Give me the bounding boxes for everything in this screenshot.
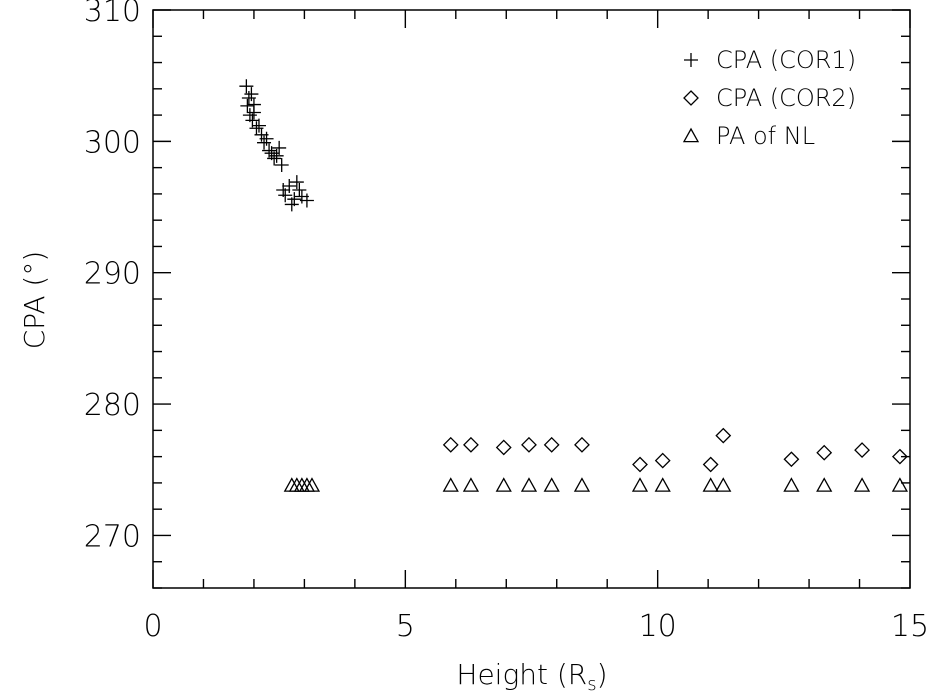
triangle-point	[442, 477, 459, 492]
y-tick-label: 310	[84, 0, 141, 29]
diamond-point	[574, 436, 590, 453]
triangle-point	[654, 477, 671, 492]
plus-point	[269, 148, 284, 163]
x-tick-label: 5	[396, 609, 415, 644]
plus-point	[246, 97, 261, 112]
plus-point	[262, 143, 277, 158]
triangle-point	[853, 477, 871, 492]
axis-ticks	[152, 9, 911, 589]
triangle-point	[543, 477, 560, 492]
diamond-point	[495, 439, 512, 456]
plus-point	[299, 193, 314, 208]
triangle-point	[293, 477, 310, 492]
axis-tick-labels: 0 5 10 15 270 280 290 300 310	[84, 0, 929, 644]
triangle-point	[816, 477, 833, 492]
plus-point	[278, 188, 293, 203]
triangle-point	[702, 477, 719, 492]
diamond-point	[715, 427, 732, 444]
plus-point	[267, 151, 282, 166]
y-tick-label: 290	[84, 257, 141, 292]
x-tick-label: 15	[891, 609, 929, 644]
diamond-point	[521, 436, 537, 453]
x-tick-label: 0	[143, 609, 162, 644]
triangle-point	[462, 477, 480, 492]
plus-point	[251, 118, 266, 133]
plus-point	[259, 131, 274, 146]
diamond-point	[463, 436, 479, 453]
triangle-point	[303, 477, 321, 492]
diamond-point	[543, 436, 560, 453]
triangle-point	[573, 477, 591, 492]
triangle-point	[891, 477, 909, 492]
plus-point	[272, 140, 287, 155]
x-axis-title-subscript: s	[587, 674, 596, 693]
plus-point	[239, 79, 254, 94]
legend-label: CPA (COR2)	[716, 84, 856, 112]
plus-point	[240, 98, 255, 113]
x-axis-title: Height (Rs)	[456, 658, 607, 693]
diamond-point	[891, 448, 908, 465]
x-tick-label: 10	[639, 609, 677, 644]
legend-triangle-marker	[682, 127, 700, 143]
legend-diamond-marker	[683, 90, 699, 106]
triangle-point	[783, 477, 800, 492]
plus-point	[282, 179, 297, 194]
legend-label: CPA (COR1)	[716, 46, 856, 74]
diamond-point	[854, 442, 870, 458]
plus-point	[257, 135, 272, 150]
diamond-point	[783, 451, 800, 468]
x-axis-title-main: Height (R	[456, 658, 587, 691]
data-points	[239, 79, 909, 492]
plus-point	[287, 192, 302, 207]
triangle-point	[288, 477, 305, 492]
triangle-point	[495, 477, 512, 492]
triangle-point	[631, 477, 649, 492]
legend-plus-marker	[684, 53, 698, 67]
plus-point	[244, 87, 259, 102]
diamond-point	[632, 456, 648, 473]
triangle-point	[283, 477, 300, 492]
y-tick-label: 300	[84, 125, 141, 160]
diamond-point	[654, 452, 671, 469]
triangle-point	[298, 477, 316, 492]
triangle-point	[715, 477, 732, 492]
diamond-point	[816, 444, 833, 461]
y-axis-title: CPA (°)	[18, 251, 51, 350]
y-tick-label: 280	[84, 388, 141, 423]
diamond-point	[442, 436, 459, 453]
triangle-point	[520, 477, 538, 492]
x-axis-title-close: )	[597, 658, 608, 691]
y-tick-label: 270	[84, 519, 141, 554]
plus-point	[289, 175, 304, 190]
legend: CPA (COR1) CPA (COR2) PA of NL	[682, 46, 856, 150]
diamond-point	[702, 456, 719, 473]
plus-point	[274, 158, 289, 173]
legend-label: PA of NL	[716, 122, 815, 150]
plus-point	[242, 108, 257, 123]
plus-point	[292, 182, 307, 197]
